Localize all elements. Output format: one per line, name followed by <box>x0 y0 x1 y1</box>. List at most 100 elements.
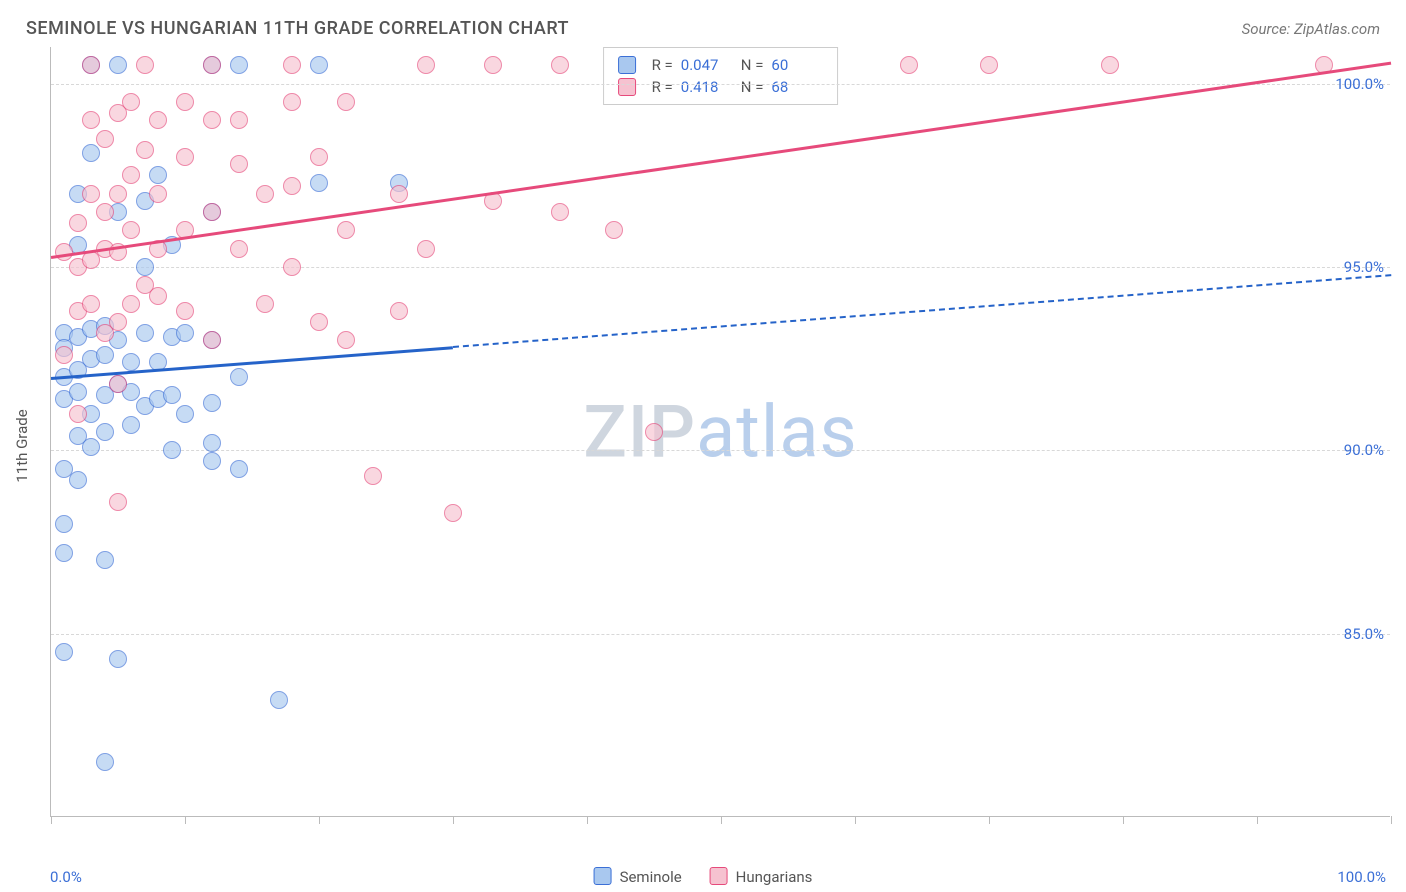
data-point <box>136 258 154 276</box>
data-point <box>203 111 221 129</box>
data-point <box>176 302 194 320</box>
data-point <box>230 368 248 386</box>
data-point <box>230 240 248 258</box>
data-point <box>122 416 140 434</box>
data-point <box>82 438 100 456</box>
x-tick <box>453 816 454 824</box>
data-point <box>337 93 355 111</box>
data-point <box>149 166 167 184</box>
data-point <box>82 56 100 74</box>
data-point <box>900 56 918 74</box>
data-point <box>283 177 301 195</box>
data-point <box>203 203 221 221</box>
x-tick <box>989 816 990 824</box>
data-point <box>484 56 502 74</box>
data-point <box>283 56 301 74</box>
data-point <box>122 295 140 313</box>
data-point <box>69 405 87 423</box>
data-point <box>82 144 100 162</box>
data-point <box>203 56 221 74</box>
data-point <box>96 753 114 771</box>
x-tick <box>1123 816 1124 824</box>
data-point <box>96 423 114 441</box>
data-point <box>256 185 274 203</box>
data-point <box>310 148 328 166</box>
data-point <box>310 56 328 74</box>
y-tick-label: 85.0% <box>1344 625 1384 643</box>
data-point <box>980 56 998 74</box>
data-point <box>149 185 167 203</box>
gridline <box>51 267 1390 268</box>
data-point <box>203 452 221 470</box>
watermark: ZIPatlas <box>583 389 857 474</box>
data-point <box>203 331 221 349</box>
data-point <box>149 287 167 305</box>
data-point <box>96 130 114 148</box>
data-point <box>55 544 73 562</box>
stats-row: R =0.418N =68 <box>618 76 824 98</box>
data-point <box>390 302 408 320</box>
stats-legend: R =0.047N =60R =0.418N =68 <box>603 47 839 105</box>
data-point <box>364 467 382 485</box>
data-point <box>55 643 73 661</box>
x-tick <box>1257 816 1258 824</box>
data-point <box>69 383 87 401</box>
plot-area: ZIPatlas R =0.047N =60R =0.418N =68 85.0… <box>50 47 1390 817</box>
data-point <box>337 221 355 239</box>
x-tick <box>185 816 186 824</box>
data-point <box>390 185 408 203</box>
x-axis-max-label: 100.0% <box>1337 868 1386 886</box>
data-point <box>109 313 127 331</box>
data-point <box>163 441 181 459</box>
data-point <box>444 504 462 522</box>
data-point <box>230 56 248 74</box>
data-point <box>55 515 73 533</box>
data-point <box>283 93 301 111</box>
data-point <box>203 434 221 452</box>
data-point <box>283 258 301 276</box>
data-point <box>69 214 87 232</box>
data-point <box>82 295 100 313</box>
data-point <box>69 471 87 489</box>
chart-title: SEMINOLE VS HUNGARIAN 11TH GRADE CORRELA… <box>26 18 569 39</box>
data-point <box>109 185 127 203</box>
data-point <box>1101 56 1119 74</box>
data-point <box>109 493 127 511</box>
data-point <box>176 324 194 342</box>
data-point <box>605 221 623 239</box>
y-tick-label: 100.0% <box>1335 75 1384 93</box>
data-point <box>55 346 73 364</box>
data-point <box>230 460 248 478</box>
data-point <box>96 346 114 364</box>
y-tick-label: 95.0% <box>1344 258 1384 276</box>
data-point <box>136 324 154 342</box>
data-point <box>136 56 154 74</box>
legend-item: Hungarians <box>710 867 813 886</box>
data-point <box>82 111 100 129</box>
gridline <box>51 634 1390 635</box>
data-point <box>551 56 569 74</box>
x-tick <box>1391 816 1392 824</box>
data-point <box>310 174 328 192</box>
data-point <box>176 148 194 166</box>
y-tick-label: 90.0% <box>1344 441 1384 459</box>
data-point <box>122 221 140 239</box>
data-point <box>136 141 154 159</box>
gridline <box>51 84 1390 85</box>
data-point <box>122 93 140 111</box>
data-point <box>230 111 248 129</box>
data-point <box>96 551 114 569</box>
data-point <box>551 203 569 221</box>
data-point <box>645 423 663 441</box>
x-tick <box>51 816 52 824</box>
x-axis-min-label: 0.0% <box>50 868 82 886</box>
data-point <box>203 394 221 412</box>
gridline <box>51 450 1390 451</box>
data-point <box>256 295 274 313</box>
data-point <box>96 203 114 221</box>
data-point <box>417 240 435 258</box>
trend-line <box>453 274 1391 348</box>
x-tick <box>721 816 722 824</box>
data-point <box>122 353 140 371</box>
data-point <box>109 650 127 668</box>
